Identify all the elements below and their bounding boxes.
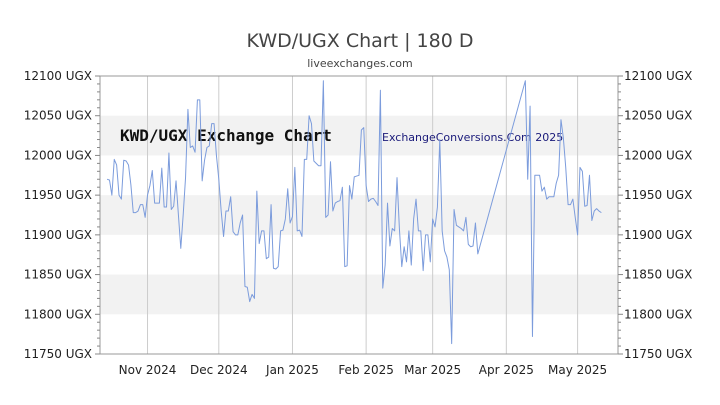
y-tick-label-left: 11800 UGX	[24, 307, 92, 321]
y-tick-label-left: 11950 UGX	[24, 188, 92, 202]
y-tick-label-right: 11900 UGX	[624, 228, 692, 242]
x-tick-label: Dec 2024	[190, 363, 248, 377]
x-tick-label: Feb 2025	[338, 363, 394, 377]
y-tick-label-left: 12050 UGX	[24, 109, 92, 123]
y-tick-label-left: 11850 UGX	[24, 268, 92, 282]
y-tick-label-right: 11800 UGX	[624, 307, 692, 321]
x-tick-label: Nov 2024	[119, 363, 177, 377]
band-11800	[100, 274, 618, 315]
y-tick-label-right: 12050 UGX	[624, 109, 692, 123]
y-tick-label-right: 11750 UGX	[624, 347, 692, 361]
x-tick-label: Jan 2025	[265, 363, 319, 377]
y-tick-label-right: 12100 UGX	[624, 69, 692, 83]
y-tick-label-right: 12000 UGX	[624, 148, 692, 162]
watermarks: KWD/UGX Exchange Chart ExchangeConversio…	[120, 126, 563, 145]
watermark-left: KWD/UGX Exchange Chart	[120, 126, 332, 145]
series-line-0	[106, 80, 602, 345]
series-layer	[106, 80, 602, 345]
y-tick-label-left: 11750 UGX	[24, 347, 92, 361]
y-tick-label-right: 11850 UGX	[624, 268, 692, 282]
plot-frame	[99, 75, 619, 355]
y-tick-label-left: 12000 UGX	[24, 148, 92, 162]
y-axis-right: 12100 UGX 12050 UGX 12000 UGX 11950 UGX 1190…	[618, 69, 692, 361]
x-tick-label: May 2025	[548, 363, 607, 377]
alternating-bands	[100, 115, 618, 315]
chart-title: KWD/UGX Chart | 180 D	[247, 30, 474, 52]
x-tick-label: Mar 2025	[404, 363, 461, 377]
watermark-right: ExchangeConversions.Com 2025	[382, 131, 563, 144]
y-tick-label-left: 11900 UGX	[24, 228, 92, 242]
chart-subtitle: liveexchanges.com	[307, 57, 412, 70]
y-tick-label-right: 11950 UGX	[624, 188, 692, 202]
y-tick-label-left: 12100 UGX	[24, 69, 92, 83]
y-axis-left: 12100 UGX 12050 UGX 12000 UGX 11950 UGX 1190…	[24, 69, 100, 361]
x-axis: Nov 2024 Dec 2024 Jan 2025 Feb 2025 Mar 2025…	[119, 363, 608, 377]
x-tick-label: Apr 2025	[479, 363, 534, 377]
